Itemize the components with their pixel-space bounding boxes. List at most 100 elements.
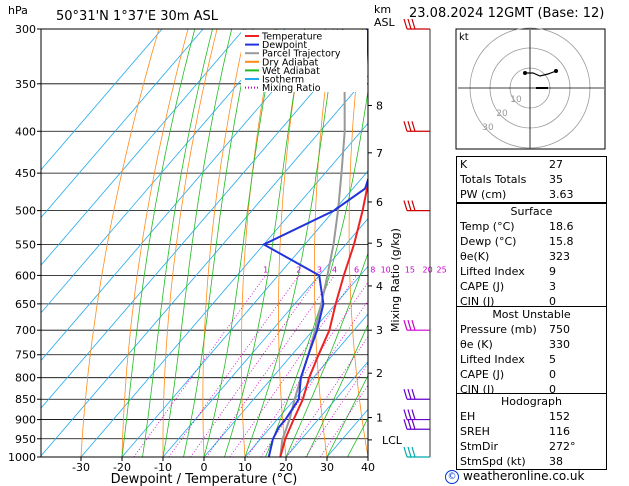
pressure-tick-label: 500: [15, 205, 36, 218]
temperature-tick-label: -20: [113, 461, 131, 474]
height-tick-label: 4: [376, 280, 383, 293]
height-unit-km: km: [374, 3, 391, 16]
hodograph-stats-title: Hodograph: [501, 395, 562, 408]
pressure-tick-label: 900: [15, 414, 36, 427]
wet-adiabat-line: [203, 29, 278, 457]
pw-label: PW (cm): [460, 188, 507, 201]
pressure-tick-label: 750: [15, 349, 36, 362]
header-date: 23.08.2024 12GMT (Base: 12): [409, 6, 605, 21]
isotherm-line: [41, 29, 163, 171]
pressure-tick-label: 1000: [8, 451, 36, 464]
lcl-label: LCL: [382, 434, 403, 447]
hodograph-ring-label: 10: [510, 95, 522, 105]
mu-row-value: 5: [549, 353, 556, 366]
surface-panel: Surface Temp (°C) 18.6 Dewp (°C) 15.8 θe(K…: [456, 203, 607, 310]
pressure-tick-label: 950: [15, 433, 36, 446]
hodograph-ring-label: 20: [496, 109, 508, 119]
legend-label: Dry Adiabat: [262, 57, 319, 68]
surface-title: Surface: [510, 205, 553, 218]
surface-row-label: CAPE (J): [460, 280, 505, 293]
height-tick-label: 1: [376, 412, 383, 425]
hodo-row-value: 152: [549, 410, 570, 423]
mixing-ratio-label: 4: [332, 265, 337, 274]
mixing-ratio-line: [206, 275, 335, 457]
hodo-row-value: 38: [549, 455, 563, 468]
surface-row-value: 323: [549, 250, 570, 263]
mixing-ratio-label: 2: [296, 265, 301, 274]
wind-barb: [403, 409, 430, 421]
surface-row-value: 9: [549, 265, 556, 278]
pressure-tick-label: 600: [15, 269, 36, 282]
surface-row-label: Lifted Index: [460, 265, 525, 278]
mixing-ratio-label: 8: [370, 265, 375, 274]
height-tick-label: 6: [376, 196, 383, 209]
dry-adiabat-line: [202, 29, 247, 457]
parcel-trajectory-line: [279, 29, 346, 457]
dry-adiabat-line: [624, 29, 629, 457]
mixing-ratio-line: [133, 275, 267, 457]
mu-row-label: Pressure (mb): [460, 323, 537, 336]
dry-adiabat-line: [240, 29, 276, 457]
pressure-tick-label: 450: [15, 167, 36, 180]
wet-adiabat-line: [326, 374, 368, 457]
mixing-ratio-line: [168, 275, 300, 457]
hodograph-stats-panel: Hodograph EH 152 SREH 116 StmDir 272° StmSp…: [456, 393, 607, 470]
hodo-row-label: StmDir: [460, 440, 499, 453]
wind-barb: [403, 121, 430, 132]
wind-barb: [403, 18, 430, 30]
copyright-icon: ©: [445, 469, 459, 484]
mixing-ratio-label: 3: [317, 265, 322, 274]
height-tick-label: 3: [376, 324, 383, 337]
wet-adiabat-line: [142, 29, 213, 457]
pressure-tick-label: 650: [15, 298, 36, 311]
temperature-tick-label: 20: [279, 461, 293, 474]
x-axis-label: Dewpoint / Temperature (°C): [111, 472, 298, 486]
mixing-ratio-line: [229, 275, 357, 457]
y-axis-right-label: Mixing Ratio (g/kg): [389, 228, 402, 332]
hodograph-point: [523, 71, 527, 75]
temperature-tick-label: 30: [320, 461, 334, 474]
wind-barb: [403, 200, 430, 212]
temperature-tick-label: -10: [154, 461, 172, 474]
height-tick-label: 5: [376, 237, 383, 250]
pressure-unit-label: hPa: [8, 4, 28, 17]
mu-row-label: CIN (J): [460, 383, 495, 396]
wet-adiabat-line: [224, 29, 306, 457]
mu-row-value: 330: [549, 338, 570, 351]
surface-row-label: Dewp (°C): [460, 235, 517, 248]
mixing-ratio-label: 20: [422, 265, 432, 274]
footer-credit[interactable]: © weatheronline.co.uk: [445, 469, 584, 484]
hodo-row-value: 116: [549, 425, 570, 438]
isotherm-line: [41, 74, 368, 457]
height-unit-asl: ASL: [374, 16, 396, 29]
legend-label: Temperature: [261, 32, 322, 43]
isotherm-line: [41, 29, 245, 266]
wet-adiabat-line: [121, 29, 196, 457]
dewpoint-line: [261, 29, 368, 457]
hodo-row-label: StmSpd (kt): [460, 455, 526, 468]
totals-label: Totals Totals: [460, 173, 527, 186]
dry-adiabat-line: [314, 29, 334, 457]
pressure-tick-label: 300: [15, 23, 36, 36]
surface-row-value: 3: [549, 280, 556, 293]
wind-barb: [403, 320, 430, 331]
wind-barb: [403, 446, 430, 458]
temperature-tick-label: 10: [238, 461, 252, 474]
hodograph-frame: [455, 28, 606, 150]
temperature-tick-label: 40: [361, 461, 375, 474]
footer-credit-text: weatheronline.co.uk: [463, 469, 585, 483]
hodo-row-label: SREH: [460, 425, 490, 438]
pw-value: 3.63: [549, 188, 574, 201]
dry-adiabat-line: [80, 29, 160, 457]
dry-adiabat-line: [348, 29, 368, 457]
surface-row-value: 18.6: [549, 220, 574, 233]
k-index-value: 27: [549, 158, 563, 171]
hodo-row-value: 272°: [549, 440, 576, 453]
height-tick-label: 8: [376, 99, 383, 112]
hodo-row-label: EH: [460, 410, 476, 423]
pressure-tick-label: 550: [15, 238, 36, 251]
isotherm-line: [203, 265, 368, 457]
